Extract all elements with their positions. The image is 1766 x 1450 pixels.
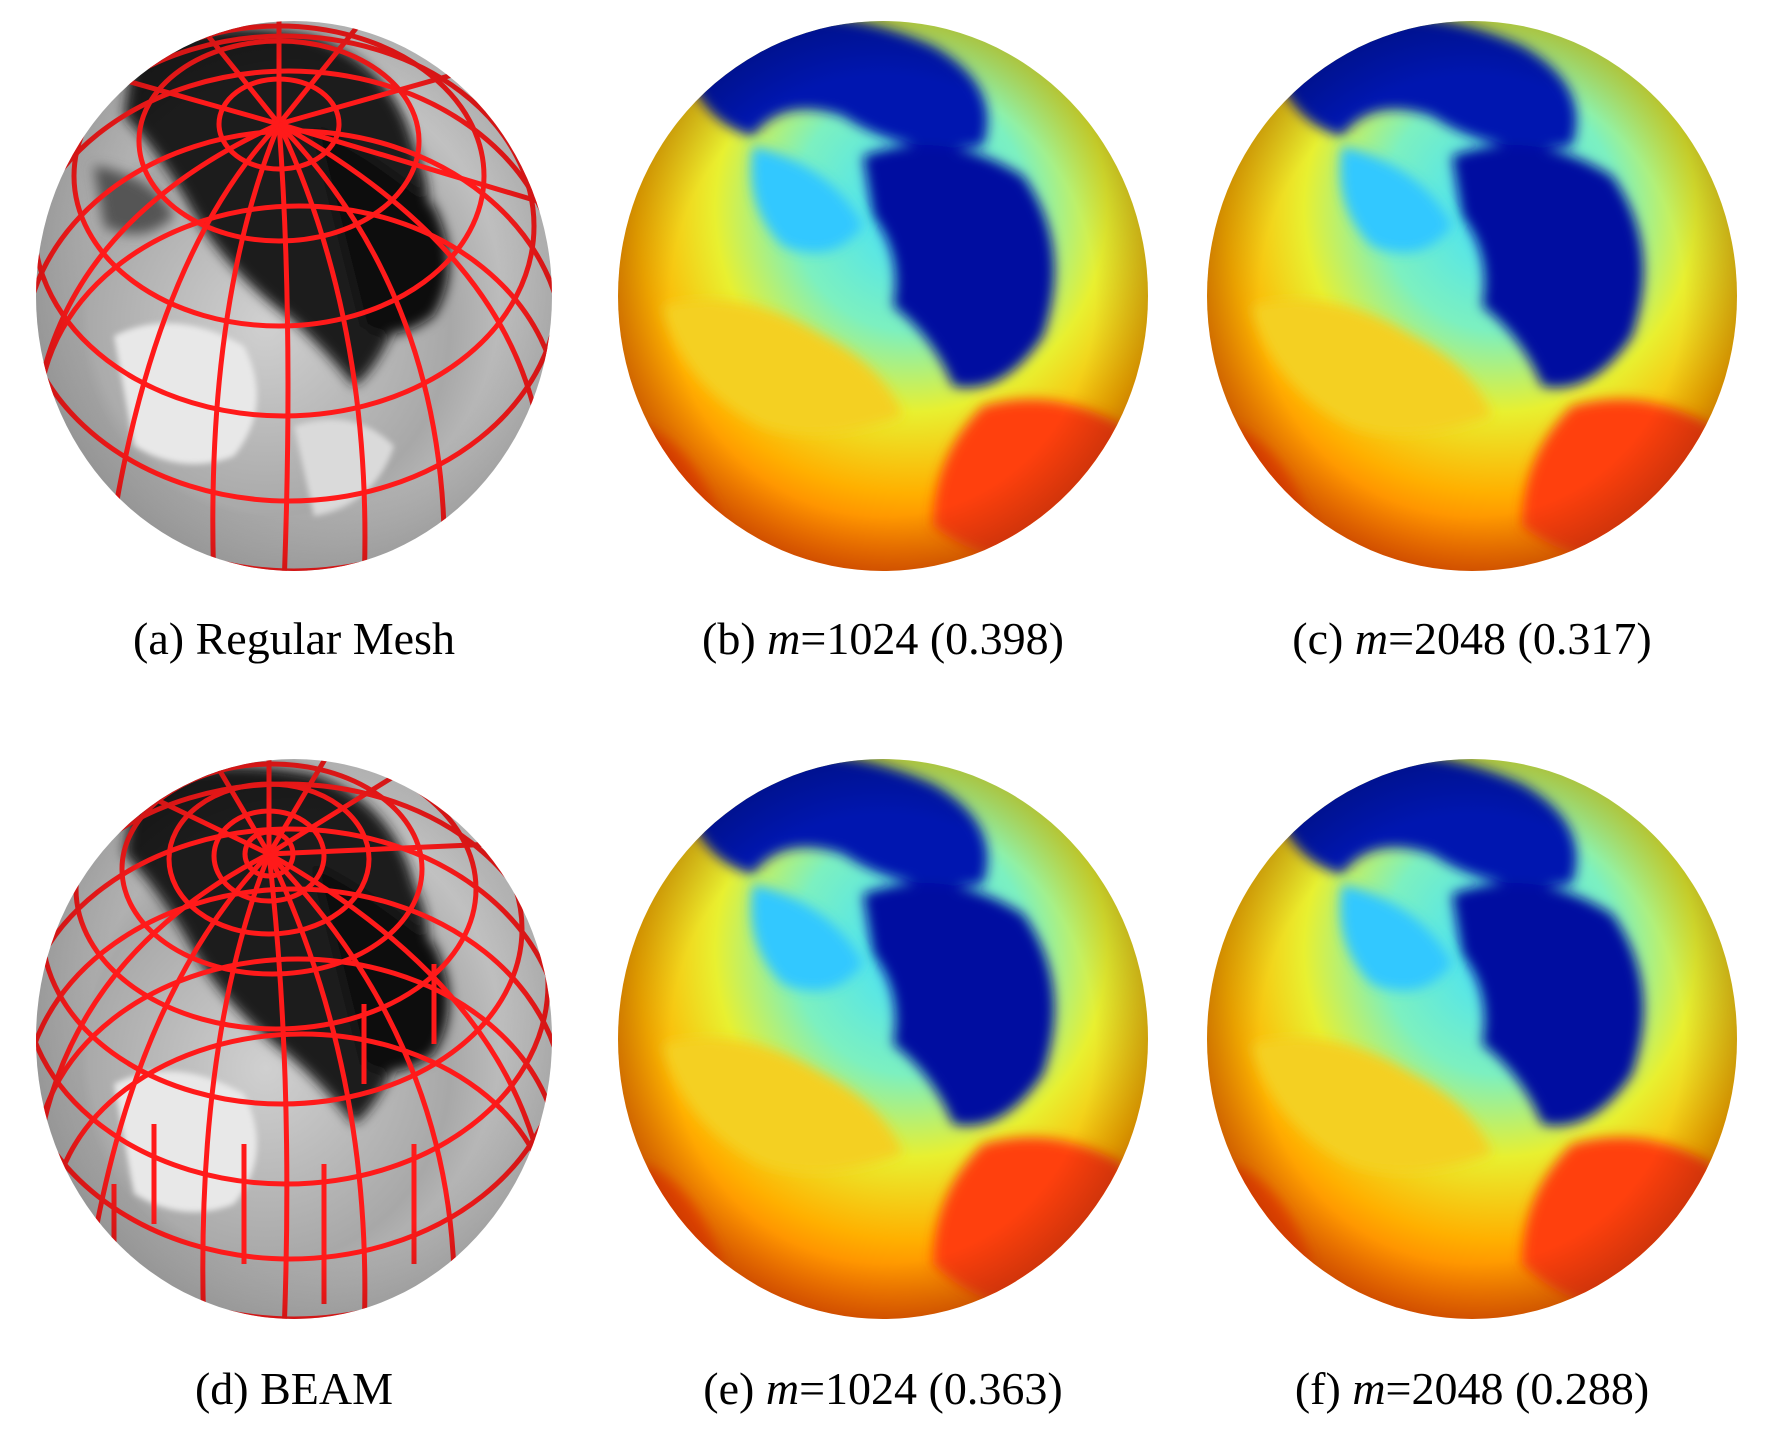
regular-mesh-globe [36,21,552,571]
caption-f: (f) m=2048 (0.288) [1294,1363,1650,1414]
panel-b: (b) m=1024 (0.398) [588,0,1178,700]
caption-b: (b) m=1024 (0.398) [702,613,1064,664]
panel-c: (c) m=2048 (0.317) [1178,0,1766,700]
panel-a: (a) Regular Mesh [0,0,588,700]
caption-a: (a) Regular Mesh [133,613,455,664]
caption-d: (d) BEAM [194,1363,394,1414]
heatmap-globe-e [618,759,1148,1319]
panel-f: (f) m=2048 (0.288) [1178,730,1766,1450]
caption-e: (e) m=1024 (0.363) [703,1363,1063,1414]
heatmap-globe-f [1207,759,1737,1319]
beam-mesh-globe [36,759,552,1319]
heatmap-globe-c [1207,21,1737,571]
heatmap-globe-b [618,21,1148,571]
panel-e: (e) m=1024 (0.363) [588,730,1178,1450]
panel-d: (d) BEAM [0,730,588,1450]
caption-c: (c) m=2048 (0.317) [1292,613,1652,664]
